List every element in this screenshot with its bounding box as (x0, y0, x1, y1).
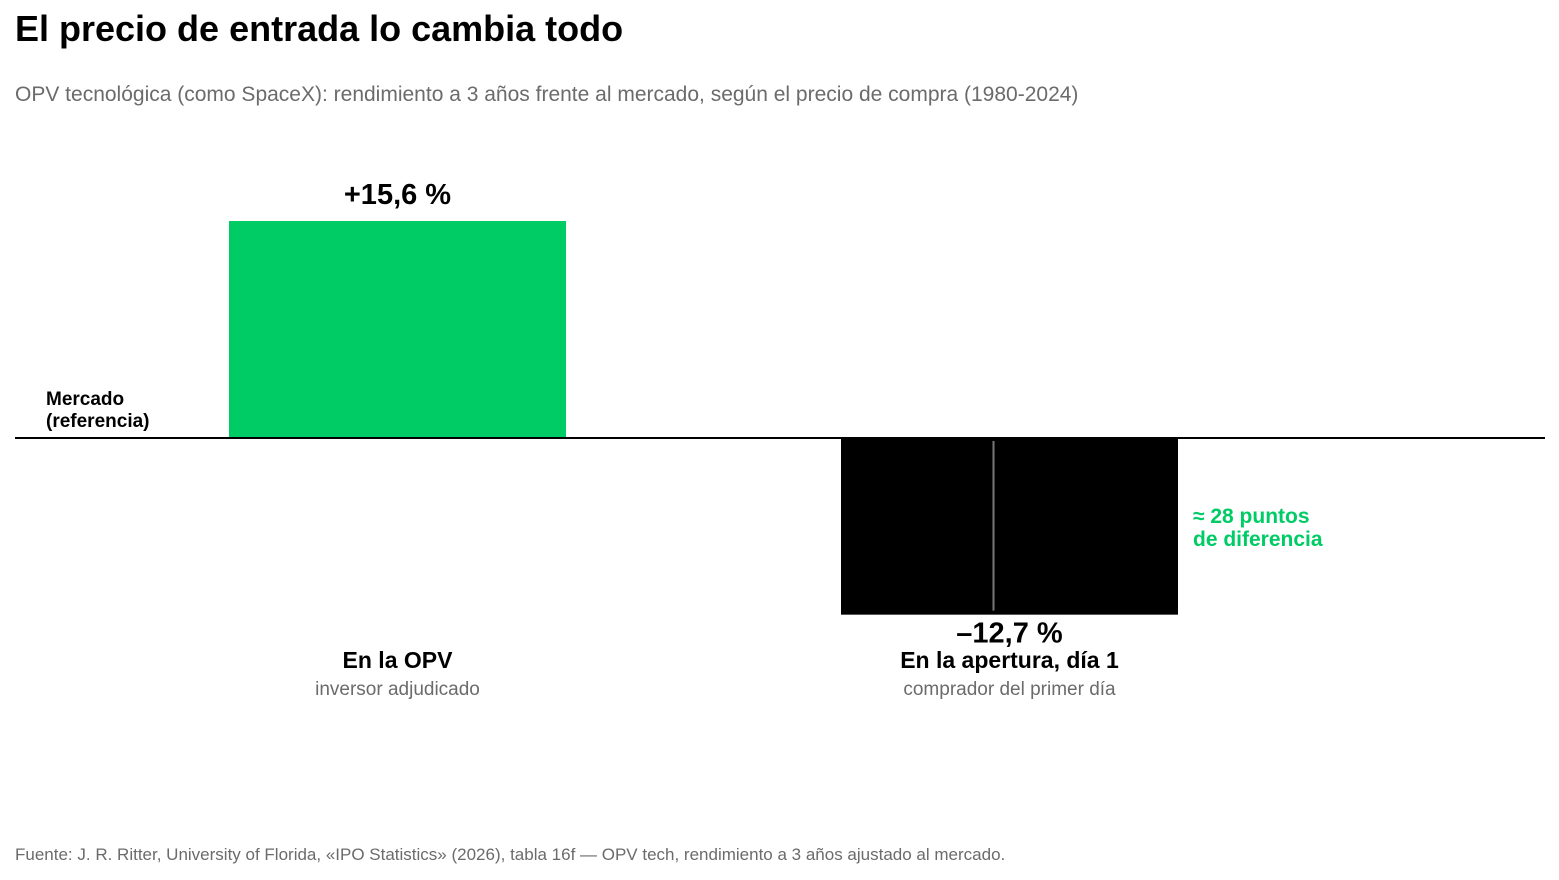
source-note: Fuente: J. R. Ritter, University of Flor… (15, 845, 1006, 864)
bar-1 (229, 221, 566, 438)
bar-2 (841, 438, 1178, 615)
chart-subtitle: OPV tecnológica (como SpaceX): rendimien… (15, 83, 1079, 106)
category-label-2: En la apertura, día 1 (900, 647, 1119, 673)
category-sublabel-2: comprador del primer día (903, 679, 1116, 700)
category-sublabel-1: inversor adjudicado (315, 679, 480, 700)
baseline-label: Mercado (referencia) (46, 389, 150, 432)
baseline-label-line-2: (referencia) (46, 411, 150, 432)
value-label-1: +15,6 % (344, 179, 451, 211)
difference-annotation: ≈ 28 puntos de diferencia (1193, 505, 1323, 551)
value-label-2: –12,7 % (956, 618, 1063, 650)
annotation-line-1: ≈ 28 puntos (1193, 505, 1310, 528)
chart-title: El precio de entrada lo cambia todo (15, 8, 624, 49)
category-label-1: En la OPV (343, 647, 454, 673)
annotation-line-2: de diferencia (1193, 528, 1323, 551)
baseline-label-line-1: Mercado (46, 389, 124, 410)
